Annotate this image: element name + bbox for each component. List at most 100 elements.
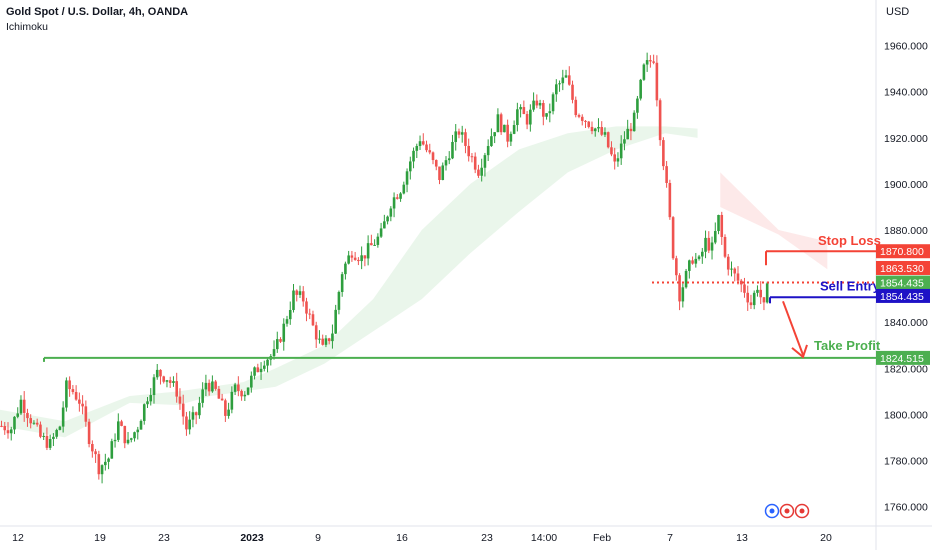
candle-body [366,243,370,259]
x-tick-label: 7 [667,532,673,544]
candle-body [87,421,91,445]
candle-body [285,319,289,324]
candle-body [733,268,737,274]
candle-body [9,429,13,434]
candle-body [292,290,295,311]
candle-body [123,425,127,444]
price-tag-label: 1863.530 [880,263,924,275]
candle-body [490,136,493,147]
candle-body [142,404,146,421]
candle-body [441,165,445,181]
candle-body [645,60,649,65]
candle-body [668,182,672,218]
candle-body [295,290,299,295]
candle-body [61,407,65,427]
candle-body [204,382,208,390]
y-tick-label: 1960.000 [884,41,928,53]
candle-body [710,242,714,251]
candle-body [74,392,78,400]
candle-body [386,216,389,222]
x-tick-label: 14:00 [531,532,557,544]
candle-body [217,388,221,399]
candle-body [168,380,172,383]
chart-header: Gold Spot / U.S. Dollar, 4h, OANDA Ichim… [6,6,188,33]
candle-body [639,79,642,99]
candle-body [117,421,120,440]
y-tick-label: 1920.000 [884,133,928,145]
candle-body [344,263,347,275]
candle-body [120,421,123,426]
candle-body [418,141,422,147]
candle-body [32,422,36,424]
candle-body [175,381,178,397]
candle-body [451,141,454,159]
y-tick-label: 1840.000 [884,317,928,329]
candle-body [759,289,762,298]
candle-body [749,302,753,306]
candle-body [29,418,32,424]
candle-body [318,338,321,340]
candle-body [593,128,597,132]
candle-body [551,94,555,112]
candle-body [483,155,487,168]
candle-body [571,84,574,100]
candle-body [694,258,698,264]
x-tick-label: 16 [396,532,408,544]
candle-body [214,381,217,389]
price-tag [876,275,930,290]
candle-body [71,389,75,393]
candle-body [730,268,733,270]
candle-body [577,115,581,117]
price-tag [876,244,930,259]
candle-body [545,113,548,117]
candle-body [421,141,425,145]
candle-body [574,99,578,116]
candle-body [113,439,117,442]
candle-body [68,380,71,390]
candle-body [181,403,185,417]
candle-body [434,160,438,167]
candle-body [480,167,483,176]
candle-body [425,144,428,151]
candle-body [746,292,750,303]
candle-body [626,128,629,140]
candle-body [16,413,20,417]
y-tick-label: 1880.000 [884,225,928,237]
candle-body [590,126,594,132]
candle-body [447,158,451,161]
candle-body [172,381,175,383]
candle-body [327,338,331,342]
candle-body [412,150,415,162]
x-tick-label: 12 [12,532,24,544]
candle-body [13,416,16,430]
candle-body [584,120,587,122]
candle-body [431,152,435,161]
candle-body [347,255,350,264]
candle-body [619,143,623,159]
currency-label: USD [886,6,910,18]
candle-body [3,426,7,431]
candle-body [649,60,652,62]
candle-body [743,284,746,293]
candle-body [136,429,140,433]
candle-body [107,458,110,462]
candle-body [389,208,393,217]
candle-body [477,169,480,176]
x-tick-label: 23 [481,532,493,544]
candle-body [224,400,227,416]
y-tick-label: 1940.000 [884,87,928,99]
candle-body [512,125,516,134]
candle-body [253,367,256,376]
price-tag-label: 1870.800 [880,246,924,258]
candle-body [350,255,354,258]
take-profit-label: Take Profit [814,338,881,353]
candle-body [230,391,234,410]
candle-body [402,184,406,194]
candle-body [548,111,552,114]
candle-body [720,214,724,237]
candle-body [684,270,688,288]
candle-body [688,260,691,271]
sell-entry-label: Sell Entry [820,278,881,293]
